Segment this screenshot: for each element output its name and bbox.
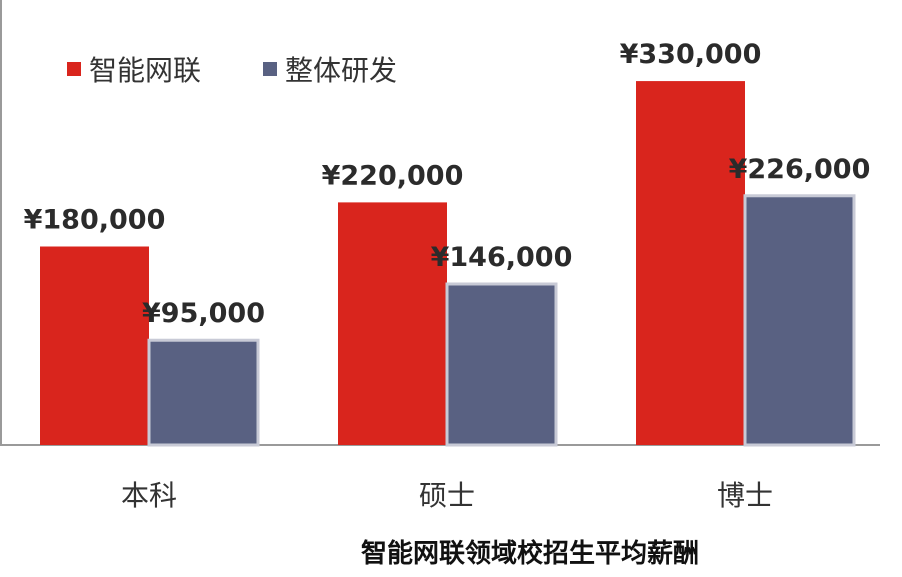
category-label: 博士 xyxy=(717,479,773,512)
value-label: ¥226,000 xyxy=(729,154,871,185)
value-label: ¥180,000 xyxy=(24,205,166,236)
value-labels: ¥180,000 ¥95,000 ¥220,000 ¥146,000 ¥330,000 ¥… xyxy=(24,39,871,329)
legend-swatch xyxy=(263,62,277,76)
legend-swatch xyxy=(67,62,81,76)
value-label: ¥330,000 xyxy=(620,39,762,70)
bar-series2-1 xyxy=(445,282,558,447)
category-label: 本科 xyxy=(121,479,177,512)
value-label: ¥146,000 xyxy=(431,242,573,273)
category-labels: 本科 硕士 博士 xyxy=(121,479,773,512)
bar-series1-2 xyxy=(636,81,745,445)
legend: 智能网联 整体研发 xyxy=(67,54,397,87)
value-label: ¥220,000 xyxy=(322,160,464,191)
bar-series1-1 xyxy=(338,202,447,445)
chart-caption: 智能网联领域校招生平均薪酬 xyxy=(361,538,699,569)
legend-label: 智能网联 xyxy=(89,54,201,87)
category-label: 硕士 xyxy=(419,479,475,512)
bar-series2-0 xyxy=(147,338,260,447)
bar-series2-2 xyxy=(743,194,856,447)
bar-series1-0 xyxy=(40,246,149,445)
legend-label: 整体研发 xyxy=(285,54,397,87)
value-label: ¥95,000 xyxy=(142,298,265,329)
bars xyxy=(40,81,856,447)
